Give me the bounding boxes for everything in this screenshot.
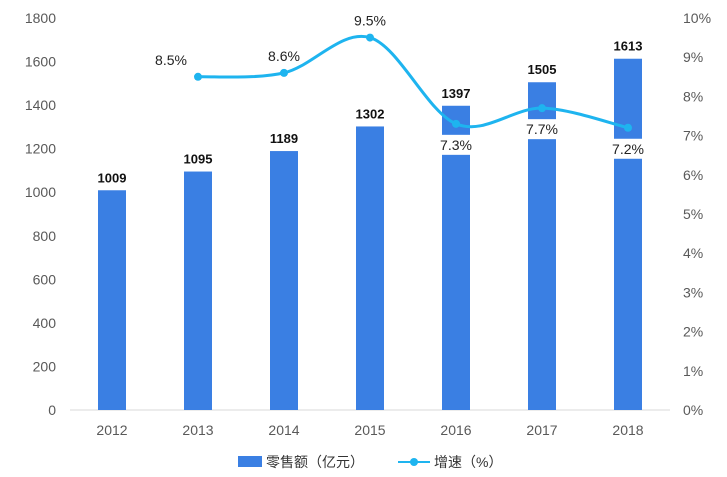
left-tick-label: 600 <box>33 271 57 287</box>
growth-label-bg <box>437 134 475 155</box>
left-tick-label: 200 <box>33 358 57 374</box>
growth-point <box>624 123 632 132</box>
growth-value-label: 9.5% <box>354 13 386 29</box>
x-tick-label: 2012 <box>96 422 127 438</box>
legend-bar-label: 零售额（亿元） <box>266 454 364 470</box>
growth-value-label: 7.7% <box>526 121 558 137</box>
growth-line <box>197 34 629 130</box>
growth-point <box>366 33 374 42</box>
right-tick-label: 10% <box>683 10 711 26</box>
x-tick-label: 2013 <box>182 422 213 438</box>
growth-label-bg <box>523 119 561 140</box>
bar-value-label: 1302 <box>356 106 385 121</box>
left-tick-label: 800 <box>33 228 57 244</box>
bar-value-label: 1613 <box>614 39 643 54</box>
legend: 零售额（亿元） 增速（%） <box>0 452 727 472</box>
left-tick-label: 400 <box>33 315 57 331</box>
right-tick-label: 9% <box>683 49 703 65</box>
bar-value-label: 1095 <box>184 152 213 167</box>
right-tick-label: 6% <box>683 167 703 183</box>
growth-point <box>452 119 460 128</box>
right-tick-label: 1% <box>683 363 703 379</box>
growth-value-label: 7.3% <box>440 137 472 153</box>
bar-value-label: 1189 <box>270 131 298 146</box>
growth-point <box>280 68 288 77</box>
bar-value-label: 1505 <box>528 62 557 77</box>
growth-label-bg <box>609 138 647 159</box>
bar <box>356 126 384 410</box>
x-tick-label: 2017 <box>526 422 557 438</box>
right-tick-label: 8% <box>683 88 703 104</box>
bar <box>442 105 470 411</box>
left-tick-label: 1600 <box>25 54 56 70</box>
left-tick-label: 1400 <box>25 97 56 113</box>
right-tick-label: 4% <box>683 245 703 261</box>
legend-line-label: 增速（%） <box>434 454 503 470</box>
left-tick-label: 1800 <box>25 10 56 26</box>
left-tick-label: 0 <box>48 402 56 418</box>
right-tick-label: 0% <box>683 402 703 418</box>
growth-value-label: 8.5% <box>155 52 187 68</box>
bar-value-label: 1009 <box>98 170 127 185</box>
bar-value-label: 1397 <box>442 86 471 101</box>
bar <box>98 190 126 410</box>
bar <box>270 151 298 410</box>
legend-line-marker <box>410 458 418 466</box>
growth-value-label: 8.6% <box>268 48 300 64</box>
legend-bar-swatch <box>238 456 262 467</box>
growth-value-label: 7.2% <box>612 141 644 157</box>
x-tick-label: 2018 <box>612 422 643 438</box>
left-tick-label: 1200 <box>25 141 56 157</box>
x-tick-label: 2015 <box>354 422 385 438</box>
x-tick-label: 2016 <box>440 422 471 438</box>
bar <box>614 58 642 410</box>
x-tick-label: 2014 <box>268 422 299 438</box>
bar <box>184 171 212 410</box>
growth-point <box>194 72 202 81</box>
right-tick-label: 3% <box>683 284 703 300</box>
right-tick-label: 7% <box>683 128 703 144</box>
right-tick-label: 2% <box>683 324 703 340</box>
left-tick-label: 1000 <box>25 184 56 200</box>
right-tick-label: 5% <box>683 206 703 222</box>
growth-point <box>538 104 546 113</box>
